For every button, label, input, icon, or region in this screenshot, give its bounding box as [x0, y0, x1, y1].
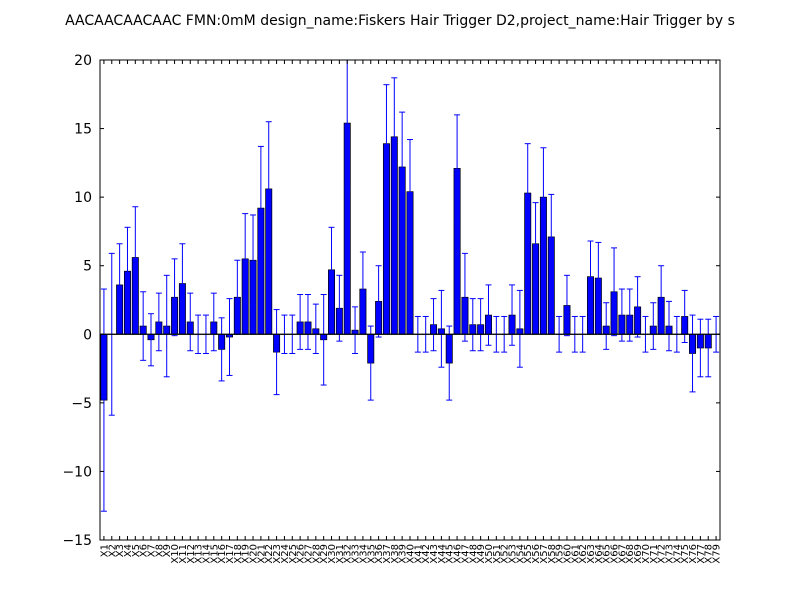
- x-tick-label: X54: [515, 544, 526, 564]
- x-tick-label: X51: [492, 544, 503, 564]
- x-tick-label: X24: [280, 544, 291, 564]
- plot-area: −15 −10 −5 0 5 10 15 20 X1X2X3X4X5X6X7X8X9X10X11…: [62, 53, 722, 564]
- y-tick-label: −10: [62, 464, 92, 480]
- y-tick-label: −5: [71, 396, 92, 412]
- x-tick-label: X49: [476, 544, 487, 564]
- x-tick-label: X34: [358, 544, 369, 564]
- x-tick-label: X55: [523, 544, 534, 564]
- x-tick-label: X1: [99, 544, 110, 557]
- x-tick-label: X23: [272, 544, 283, 564]
- x-tick-label: X45: [445, 544, 456, 564]
- x-tick-label: X18: [233, 544, 244, 564]
- x-tick-label: X15: [209, 544, 220, 564]
- x-tick-label: X79: [712, 544, 723, 564]
- x-tick-label: X75: [680, 544, 691, 564]
- x-tick-label: X50: [484, 544, 495, 564]
- x-tick-label: X8: [154, 544, 165, 557]
- x-tick-label: X4: [123, 544, 134, 557]
- x-tick-label: X21: [256, 544, 267, 564]
- x-tick-label: X26: [296, 544, 307, 564]
- x-tick-label: X60: [562, 544, 573, 564]
- x-tick-label: X64: [594, 544, 605, 564]
- x-tick-label: X48: [468, 544, 479, 564]
- x-tick-label: X72: [657, 544, 668, 564]
- x-tick-label: X68: [625, 544, 636, 564]
- x-tick-label: X70: [641, 544, 652, 564]
- x-tick-label: X66: [610, 544, 621, 564]
- x-tick-label: X7: [147, 544, 158, 557]
- x-tick-label: X30: [327, 544, 338, 564]
- x-tick-label: X69: [633, 544, 644, 564]
- x-tick-label: X41: [413, 544, 424, 564]
- x-tick-label: X40: [406, 544, 417, 564]
- x-tick-label: X73: [664, 544, 675, 564]
- y-tick-label: 20: [74, 53, 92, 69]
- x-tick-label: X57: [539, 544, 550, 564]
- x-tick-label: X14: [201, 544, 212, 564]
- x-tick-label: X62: [578, 544, 589, 564]
- x-tick-label: X11: [178, 544, 189, 564]
- x-tick-label: X28: [311, 544, 322, 564]
- x-tick-label: X12: [186, 544, 197, 564]
- y-tick-label: 5: [83, 259, 92, 275]
- x-tick-label: X19: [241, 544, 252, 564]
- x-tick-label: X52: [500, 544, 511, 564]
- x-tick-label: X47: [460, 544, 471, 564]
- x-tick-label: X44: [437, 544, 448, 564]
- y-tick-label: 0: [83, 327, 92, 343]
- x-tick-label: X38: [390, 544, 401, 564]
- x-tick-label: X13: [194, 544, 205, 564]
- x-tick-label: X43: [429, 544, 440, 564]
- x-tick-label: X31: [335, 544, 346, 564]
- y-tick-label: −15: [62, 533, 92, 549]
- chart-title: AACAACAACAAC FMN:0mM design_name:Fiskers…: [65, 13, 735, 29]
- x-tick-label: X37: [382, 544, 393, 564]
- x-tick-label: X39: [398, 544, 409, 564]
- x-tick-label: X42: [421, 544, 432, 564]
- x-tick-label: X53: [508, 544, 519, 564]
- x-tick-label: X27: [303, 544, 314, 564]
- x-tick-label: X59: [555, 544, 566, 564]
- x-tick-label: X33: [351, 544, 362, 564]
- x-tick-label: X74: [672, 544, 683, 564]
- x-tick-label: X71: [649, 544, 660, 564]
- x-tick-label: X10: [170, 544, 181, 564]
- x-tick-label: X25: [288, 544, 299, 564]
- x-tick-label: X46: [453, 544, 464, 564]
- x-tick-label: X77: [696, 544, 707, 564]
- x-tick-label: X63: [586, 544, 597, 564]
- x-tick-label: X17: [225, 544, 236, 564]
- x-tick-label: X56: [531, 544, 542, 564]
- y-tick-label: 10: [74, 190, 92, 206]
- x-tick-label: X32: [343, 544, 354, 564]
- x-tick-label: X29: [319, 544, 330, 564]
- x-tick-label: X9: [162, 544, 173, 557]
- x-tick-label: X78: [704, 544, 715, 564]
- x-tick-label: X76: [688, 544, 699, 564]
- x-tick-label: X58: [547, 544, 558, 564]
- x-tick-label: X65: [602, 544, 613, 564]
- x-tick-label: X3: [115, 544, 126, 557]
- x-tick-label: X20: [249, 544, 260, 564]
- x-tick-label: X61: [570, 544, 581, 564]
- x-tick-label: X36: [374, 544, 385, 564]
- y-tick-label: 15: [74, 122, 92, 138]
- x-tick-label: X35: [366, 544, 377, 564]
- x-tick-label: X2: [107, 544, 118, 557]
- x-tick-label: X67: [617, 544, 628, 564]
- x-tick-label: X6: [139, 544, 150, 557]
- x-tick-label: X5: [131, 544, 142, 557]
- x-tick-label: X22: [264, 544, 275, 564]
- x-tick-label: X16: [217, 544, 228, 564]
- bars-group: [100, 60, 720, 512]
